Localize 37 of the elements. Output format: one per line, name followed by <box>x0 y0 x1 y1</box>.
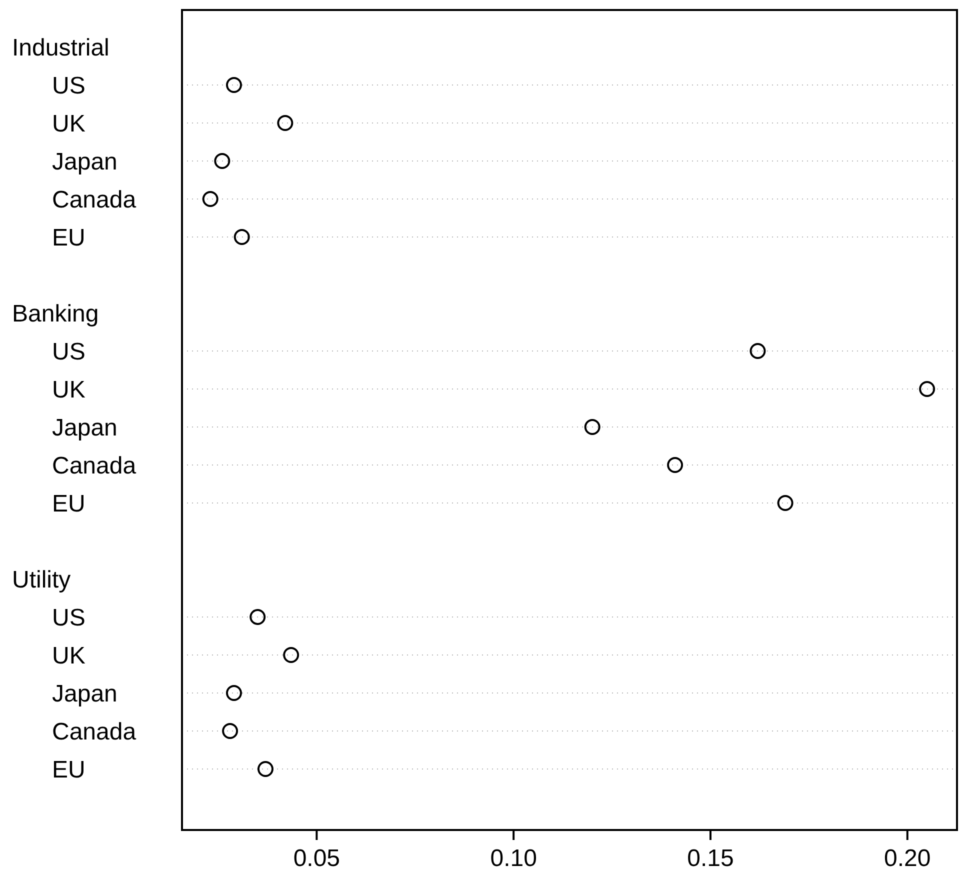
point <box>584 419 600 435</box>
point <box>283 647 300 663</box>
text: Industrial <box>12 34 110 62</box>
point <box>919 381 936 397</box>
y-tick-label: UK <box>52 376 86 404</box>
x-tick-label: 0.05 <box>293 845 340 872</box>
point <box>257 761 274 777</box>
point <box>226 77 242 93</box>
point <box>750 343 766 359</box>
y-tick-label: Japan <box>52 680 118 708</box>
text: Utility <box>12 566 71 594</box>
point <box>667 457 684 473</box>
point <box>226 685 242 701</box>
y-tick-label: US <box>52 72 86 100</box>
y-tick-label: EU <box>52 490 86 518</box>
y-tick-label: Japan <box>52 148 118 176</box>
y-tick-label: Japan <box>52 414 118 442</box>
x-tick-label: 0.20 <box>884 845 931 872</box>
x-tick-label: 0.10 <box>490 845 537 872</box>
y-tick-label: Canada <box>52 718 137 746</box>
point <box>277 115 294 131</box>
point <box>234 229 250 245</box>
x-tick-label: 0.15 <box>687 845 734 872</box>
y-tick-label: Canada <box>52 186 137 214</box>
y-tick-label: US <box>52 604 86 632</box>
point <box>202 191 218 207</box>
y-tick-label: Canada <box>52 452 137 480</box>
y-tick-label: US <box>52 338 86 366</box>
point <box>214 153 230 169</box>
point <box>777 495 794 511</box>
y-tick-label: EU <box>52 224 86 252</box>
y-tick-label: EU <box>52 756 86 784</box>
text: Banking <box>12 300 99 328</box>
y-tick-label: UK <box>52 110 86 138</box>
point <box>222 723 238 739</box>
point <box>250 609 266 625</box>
y-tick-label: UK <box>52 642 86 670</box>
